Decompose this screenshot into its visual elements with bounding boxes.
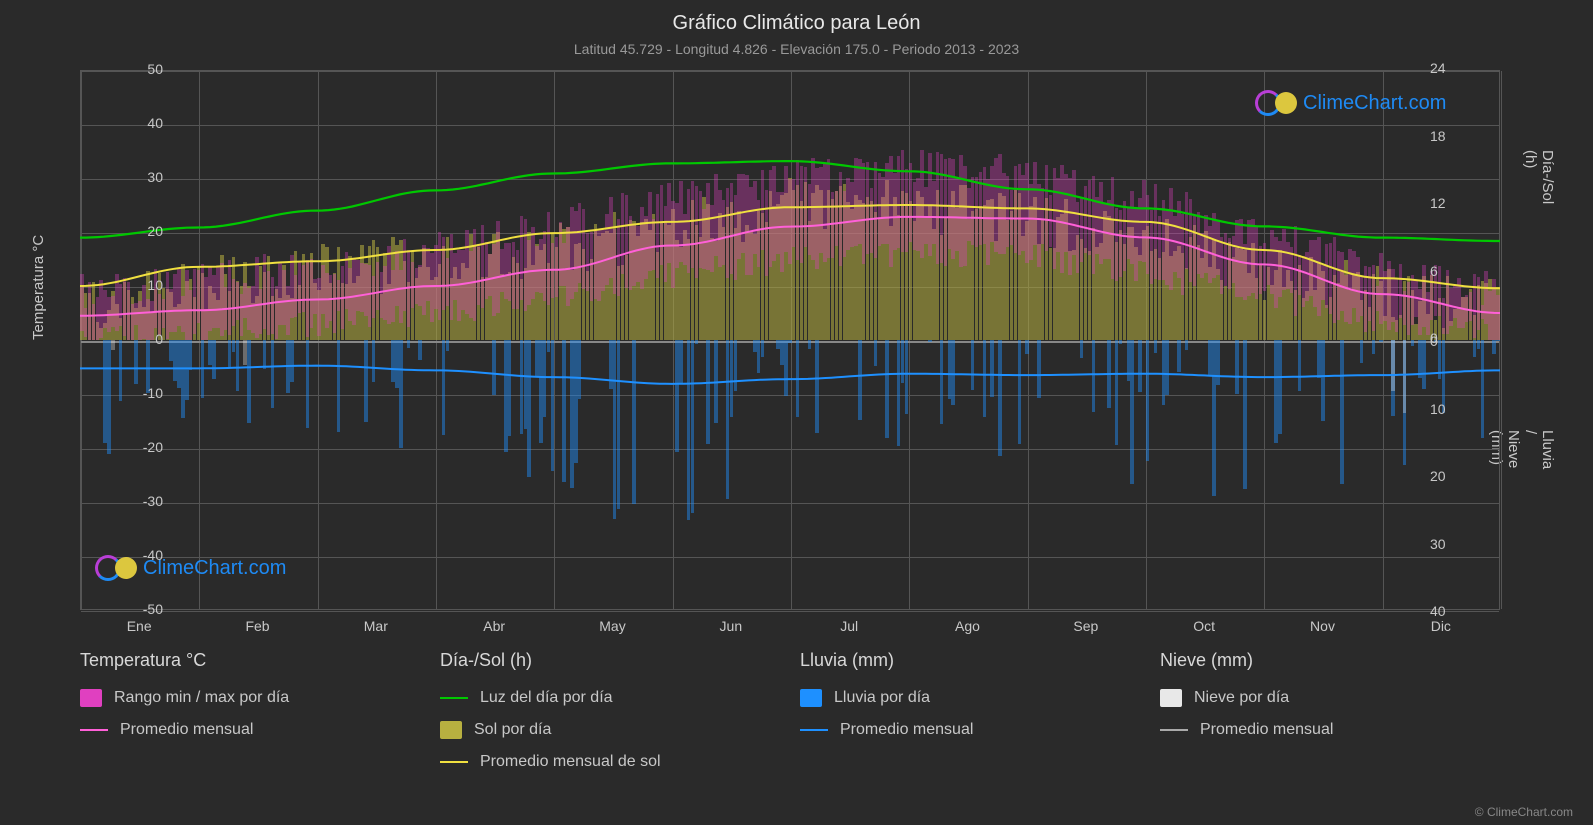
legend-line-swatch xyxy=(80,729,108,731)
ytick-right-sun: 6 xyxy=(1430,263,1470,279)
legend-swatch xyxy=(440,721,462,739)
legend-heading: Nieve (mm) xyxy=(1160,650,1500,671)
legend-label: Promedio mensual xyxy=(1200,721,1333,739)
legend-item: Promedio mensual xyxy=(1160,721,1500,739)
ytick-left: -10 xyxy=(123,385,163,401)
xtick-month: May xyxy=(599,618,625,634)
sun-mean-line xyxy=(80,205,1500,288)
legend-swatch xyxy=(80,689,102,707)
legend-label: Lluvia por día xyxy=(834,689,930,707)
xtick-month: Oct xyxy=(1193,618,1215,634)
legend-line-swatch xyxy=(1160,729,1188,731)
ytick-right-sun: 12 xyxy=(1430,195,1470,211)
legend-group: Nieve (mm) Nieve por día Promedio mensual xyxy=(1160,650,1500,771)
xtick-month: Jun xyxy=(720,618,743,634)
plot-area: ClimeChart.comClimeChart.com xyxy=(80,70,1500,610)
ytick-left: 10 xyxy=(123,277,163,293)
ytick-right-rain: 10 xyxy=(1430,401,1470,417)
xtick-month: Mar xyxy=(364,618,388,634)
legend-label: Promedio mensual xyxy=(840,721,973,739)
rain-mean-line xyxy=(80,366,1500,384)
y-axis-left-label: Temperatura °C xyxy=(30,235,47,340)
lines-layer xyxy=(80,70,1500,610)
legend-heading: Lluvia (mm) xyxy=(800,650,1140,671)
legend-item: Lluvia por día xyxy=(800,689,1140,707)
xtick-month: Ene xyxy=(127,618,152,634)
ytick-left: -30 xyxy=(123,493,163,509)
legend-line-swatch xyxy=(440,761,468,763)
legend-line-swatch xyxy=(440,697,468,699)
legend-item: Promedio mensual xyxy=(800,721,1140,739)
legend-item: Promedio mensual xyxy=(80,721,420,739)
legend-item: Luz del día por día xyxy=(440,689,780,707)
xtick-month: Jul xyxy=(840,618,858,634)
xtick-month: Abr xyxy=(483,618,505,634)
ytick-left: 50 xyxy=(123,61,163,77)
ytick-left: 40 xyxy=(123,115,163,131)
legend-swatch xyxy=(1160,689,1182,707)
ytick-right-rain: 20 xyxy=(1430,468,1470,484)
ytick-right-rain: 30 xyxy=(1430,536,1470,552)
legend-group: Lluvia (mm) Lluvia por día Promedio mensua… xyxy=(800,650,1140,771)
legend-group: Día-/Sol (h) Luz del día por día Sol por d… xyxy=(440,650,780,771)
ytick-left: 30 xyxy=(123,169,163,185)
ytick-right-rain: 0 xyxy=(1430,333,1470,349)
xtick-month: Sep xyxy=(1073,618,1098,634)
ytick-left: -50 xyxy=(123,601,163,617)
ytick-right-sun: 24 xyxy=(1430,60,1470,76)
ytick-left: -20 xyxy=(123,439,163,455)
legend: Temperatura °C Rango min / max por día Pro… xyxy=(80,650,1500,771)
legend-label: Promedio mensual de sol xyxy=(480,753,661,771)
temp-mean-line xyxy=(80,217,1500,316)
daylight-line xyxy=(80,161,1500,241)
legend-label: Nieve por día xyxy=(1194,689,1289,707)
y-axis-right-top-label: Día-/Sol (h) xyxy=(1522,150,1556,204)
legend-line-swatch xyxy=(800,729,828,731)
xtick-month: Ago xyxy=(955,618,980,634)
chart-title: Gráfico Climático para León xyxy=(0,0,1593,35)
legend-label: Luz del día por día xyxy=(480,689,613,707)
legend-label: Rango min / max por día xyxy=(114,689,289,707)
legend-heading: Día-/Sol (h) xyxy=(440,650,780,671)
ytick-right-rain: 40 xyxy=(1430,603,1470,619)
legend-item: Sol por día xyxy=(440,721,780,739)
chart-subtitle: Latitud 45.729 - Longitud 4.826 - Elevac… xyxy=(0,35,1593,57)
legend-item: Rango min / max por día xyxy=(80,689,420,707)
ytick-left: 0 xyxy=(123,331,163,347)
ytick-right-sun: 18 xyxy=(1430,128,1470,144)
legend-label: Promedio mensual xyxy=(120,721,253,739)
legend-swatch xyxy=(800,689,822,707)
legend-item: Nieve por día xyxy=(1160,689,1500,707)
copyright-text: © ClimeChart.com xyxy=(1475,805,1573,819)
legend-heading: Temperatura °C xyxy=(80,650,420,671)
legend-label: Sol por día xyxy=(474,721,551,739)
legend-group: Temperatura °C Rango min / max por día Pro… xyxy=(80,650,420,771)
ytick-left: -40 xyxy=(123,547,163,563)
ytick-left: 20 xyxy=(123,223,163,239)
xtick-month: Dic xyxy=(1431,618,1451,634)
xtick-month: Nov xyxy=(1310,618,1335,634)
xtick-month: Feb xyxy=(245,618,269,634)
legend-item: Promedio mensual de sol xyxy=(440,753,780,771)
